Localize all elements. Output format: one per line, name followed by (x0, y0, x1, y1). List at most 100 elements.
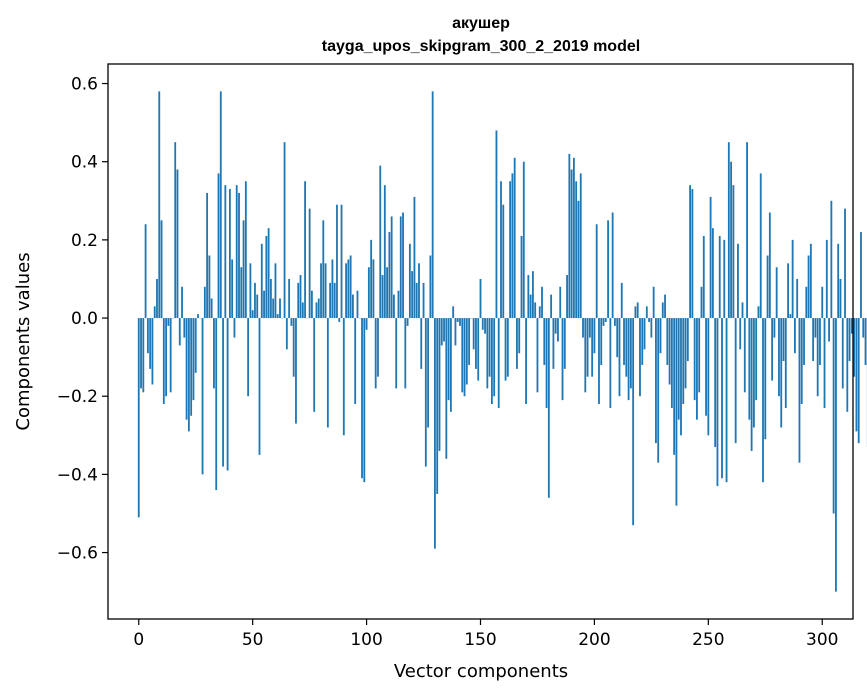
bar (233, 318, 236, 338)
bar (345, 263, 347, 319)
x-tick-label: 300 (806, 630, 838, 650)
bar (219, 91, 222, 319)
bar (860, 232, 862, 319)
bar (495, 130, 498, 319)
bar (803, 318, 805, 365)
bar (256, 294, 259, 319)
bar (310, 290, 313, 319)
bar (682, 318, 685, 405)
bar (356, 290, 359, 319)
bar (440, 318, 443, 346)
bar (408, 243, 411, 319)
bar (812, 318, 815, 362)
bar (333, 282, 336, 319)
y-tick-label: 0.4 (71, 153, 98, 173)
bar (677, 318, 680, 420)
bar (853, 318, 856, 377)
bar (743, 318, 746, 393)
bar (342, 318, 345, 436)
x-axis-label: Vector components (394, 661, 568, 682)
bar (365, 318, 368, 330)
bar (203, 286, 206, 319)
bar (500, 181, 502, 319)
bar (388, 232, 391, 319)
bar (260, 243, 263, 319)
x-tick-label: 0 (133, 630, 144, 650)
bar (705, 318, 707, 416)
bar (381, 275, 384, 319)
bar (568, 153, 571, 319)
bar (322, 220, 325, 319)
bar (320, 263, 322, 319)
bar (165, 318, 168, 397)
bar (680, 318, 682, 436)
bar (479, 278, 482, 319)
bar (454, 318, 457, 346)
bar (618, 318, 621, 397)
bar (787, 263, 789, 319)
bar (411, 271, 414, 319)
bar (151, 318, 154, 385)
bar (513, 157, 516, 319)
bar (582, 318, 584, 338)
bar (673, 318, 676, 455)
chart-title-line1: акушер (452, 15, 510, 32)
bar (424, 318, 427, 467)
bar (789, 314, 792, 319)
bar (338, 318, 341, 322)
bar (504, 318, 507, 381)
bar (240, 267, 243, 319)
bar (160, 220, 163, 319)
bar (570, 169, 573, 319)
bar (484, 318, 486, 334)
bar (689, 185, 692, 319)
bar (235, 185, 238, 319)
bar (379, 165, 382, 319)
x-tick-label: 250 (692, 630, 724, 650)
bar (206, 192, 209, 319)
bar (228, 189, 231, 319)
bar (531, 271, 534, 319)
bar (194, 318, 197, 373)
bar (604, 318, 607, 322)
bar (486, 318, 489, 389)
bar (447, 318, 450, 401)
bar (805, 286, 808, 319)
bar (288, 278, 291, 319)
bar (659, 318, 662, 354)
bar (251, 310, 254, 319)
bar (714, 318, 717, 448)
bar (347, 259, 350, 319)
bar (197, 314, 199, 319)
bar (254, 282, 256, 319)
bar (187, 318, 190, 432)
bar (809, 243, 812, 319)
bar (616, 318, 619, 358)
bar (723, 239, 726, 319)
bar (238, 192, 240, 319)
bar (502, 204, 505, 319)
bar (516, 318, 518, 369)
bar (274, 263, 277, 319)
bar (652, 286, 655, 319)
bar (643, 318, 646, 350)
bar-series (137, 91, 867, 592)
chart-title-line2: tayga_upos_skipgram_300_2_2019 model (322, 38, 640, 55)
bar (559, 286, 562, 319)
bar (349, 255, 352, 319)
bar (793, 318, 796, 354)
bar (816, 318, 819, 397)
bar (832, 318, 835, 514)
bar (490, 318, 493, 405)
bar (835, 318, 837, 592)
bar (698, 318, 701, 393)
bar (807, 255, 810, 319)
bar (645, 306, 648, 319)
bar (584, 318, 587, 393)
bar (844, 208, 846, 319)
bar (315, 302, 318, 319)
y-axis-label: Components values (13, 252, 34, 430)
bar (295, 318, 297, 424)
bar (242, 220, 245, 319)
